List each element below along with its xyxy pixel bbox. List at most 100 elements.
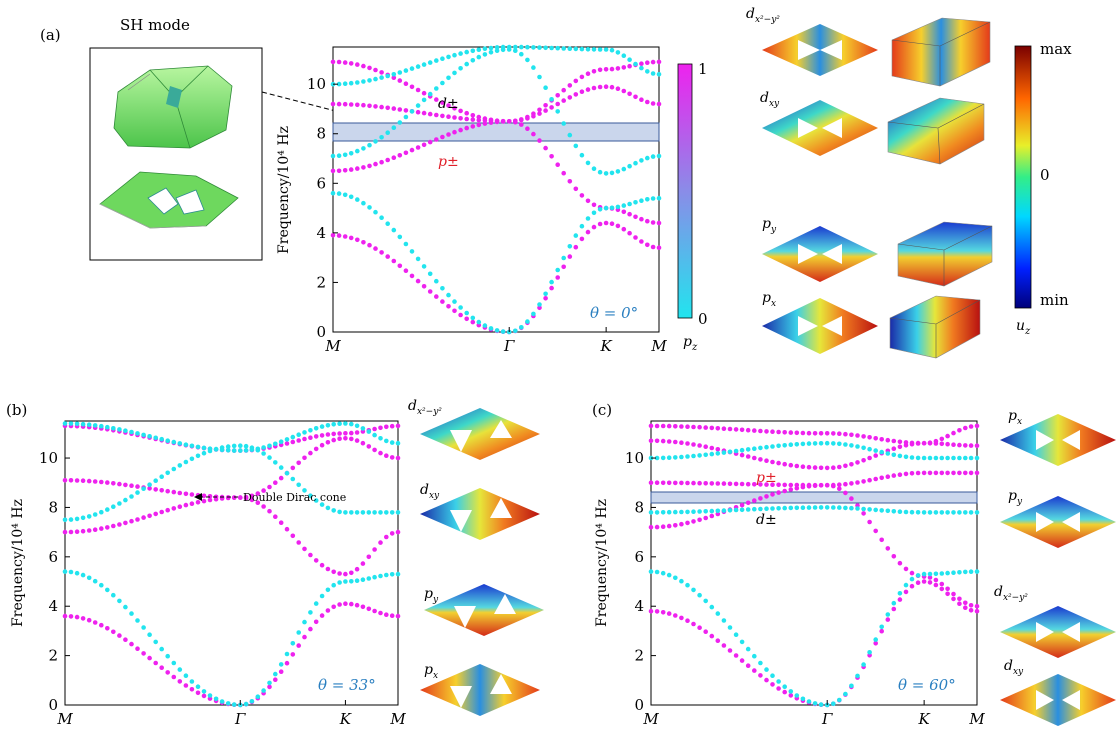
band-point [105,424,110,430]
band-point [290,533,296,539]
band-point [555,45,560,51]
band-point [397,153,403,158]
band-point [806,505,812,510]
band-point [656,72,662,77]
band-point [336,81,342,87]
band-point [764,429,769,434]
band-point [147,482,152,488]
band-point [656,59,662,65]
band-point [715,638,721,643]
band-point [739,502,745,508]
band-point [99,526,104,531]
band-point [837,697,842,703]
band-point [867,446,872,452]
band-point [543,108,548,113]
band-point [945,441,950,447]
band-point [963,605,968,610]
band-point [837,441,842,447]
band-point [153,435,158,441]
band-point [348,102,354,107]
band-point [921,571,927,577]
plot-c-ticks: 0 2 4 6 8 10 M Γ K M [625,449,985,728]
band-point [80,478,86,484]
band-point [296,432,302,438]
band-point [452,115,457,120]
plot-a-ticks: 0 2 4 6 8 10 M Γ K M [307,75,667,355]
band-point [355,237,360,243]
band-point [627,91,632,97]
band-point [615,86,621,91]
band-point [885,546,891,551]
band-point [366,576,372,581]
band-point [745,500,751,506]
band-point [105,507,110,512]
band-point [409,273,415,279]
band-point [758,506,763,512]
band-point [812,441,818,446]
band-point [207,497,213,503]
band-point [308,626,313,632]
band-point [745,427,751,433]
band-point [603,47,609,52]
band-point [855,480,860,485]
band-point [621,209,627,215]
band-point [861,434,866,439]
band-point [549,285,554,291]
band-point [403,68,409,73]
band-point [703,452,708,458]
band-point [945,591,950,597]
band-point [354,578,360,583]
band-point [385,221,391,226]
band-point [824,440,830,446]
band-point [543,296,548,301]
mode-label-dx2y2-a: dx²−y² [746,6,780,25]
band-point [201,450,207,456]
band-point [733,653,739,658]
band-point [537,138,542,143]
band-point [415,109,421,115]
band-point [709,445,715,451]
band-point [915,455,921,461]
uz-colorbar-mid: 0 [1040,166,1050,184]
band-point [117,427,122,432]
band-point [788,693,794,698]
band-point [74,614,80,620]
band-point [337,436,342,442]
band-point [302,436,307,442]
band-point [129,518,134,524]
band-point [812,701,818,706]
band-point [123,520,128,526]
plot-a-ppm-label: p± [438,154,459,170]
band-point [255,694,261,699]
band-point [679,440,684,446]
band-point [111,504,116,510]
band-point [537,107,542,113]
band-point [342,101,348,107]
plot-c: 0 2 4 6 8 10 M Γ K M θ = 60° p± d± Frequency/10⁴ … [594,420,985,728]
band-point [325,440,331,445]
band-point [591,85,597,91]
band-point [319,442,325,448]
band-point [709,604,715,610]
band-point [325,587,331,593]
band-point [243,443,249,449]
band-point [464,316,470,322]
band-point [415,145,421,150]
band-point [679,480,684,486]
band-point [957,570,962,575]
band-point [758,428,763,434]
band-point [337,580,342,585]
band-point [117,633,122,638]
band-point [391,72,397,77]
band-point [633,94,638,100]
band-point [153,487,158,492]
band-point [372,547,377,552]
band-point [331,582,337,588]
band-point [691,587,696,593]
band-point [177,463,183,468]
band-point [267,680,272,686]
band-point [715,447,721,452]
band-point [567,254,573,259]
band-point [296,630,302,635]
y-tick-label: 0 [634,696,644,714]
